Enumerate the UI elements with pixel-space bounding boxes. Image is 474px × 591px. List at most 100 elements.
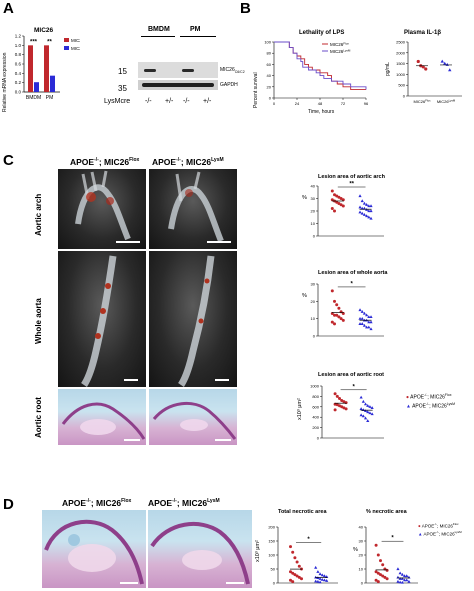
y-tick-label: 20	[267, 84, 272, 89]
chart-title: Lethality of LPS	[299, 30, 344, 36]
data-point	[385, 568, 389, 572]
data-point	[293, 573, 297, 577]
data-point	[333, 193, 336, 197]
blot-group-bmdm: BMDM	[148, 26, 170, 33]
y-tick-label: 0	[403, 94, 406, 99]
data-point	[365, 313, 369, 317]
col-header-lysm: APOE-/-; MIC26LysM	[152, 157, 224, 167]
y-tick-label: 40	[267, 73, 272, 78]
data-point	[365, 203, 369, 206]
data-point	[358, 308, 362, 312]
data-point	[379, 573, 382, 577]
y-tick-label: 80	[267, 51, 272, 56]
legend-swatch	[64, 38, 69, 42]
data-point	[333, 313, 336, 317]
data-point	[341, 318, 345, 322]
data-point	[318, 580, 322, 584]
data-point	[330, 189, 334, 193]
plot-title: Lesion area of whole aorta	[318, 270, 388, 276]
data-point	[320, 573, 324, 577]
data-point	[291, 550, 295, 554]
data-point	[396, 567, 400, 571]
y-tick-label: 0	[317, 436, 320, 441]
y-axis-label: x10³ μm²	[255, 540, 261, 562]
data-point	[325, 579, 329, 582]
data-point	[339, 203, 343, 207]
data-point	[376, 553, 380, 557]
panel-letter-c: C	[3, 152, 14, 169]
data-point	[367, 209, 371, 213]
data-point	[362, 213, 367, 216]
data-point	[361, 399, 365, 403]
legend-marker-circle-icon: ●	[406, 394, 410, 401]
y-tick-label: 1000	[310, 384, 320, 389]
data-point	[362, 311, 367, 315]
col-header-flox: APOE-/-; MIC26Flox	[70, 157, 140, 167]
y-axis-label: Relative mRNA expression	[2, 52, 8, 112]
panel-letter-d: D	[3, 496, 14, 513]
legend-lysm: ▲ APOE-/-; MIC26LysM	[406, 402, 456, 410]
data-point	[339, 317, 343, 321]
data-point	[424, 67, 428, 71]
data-point	[320, 577, 324, 581]
data-point	[369, 320, 373, 324]
data-point	[358, 316, 362, 320]
y-axis-label: %	[353, 547, 358, 553]
data-point	[338, 396, 341, 400]
data-point	[344, 401, 348, 405]
y-tick-label: 200	[312, 425, 319, 430]
blot-group-line-bmdm	[141, 36, 175, 37]
data-point	[316, 570, 320, 573]
data-point	[341, 198, 345, 202]
scale-bar	[116, 241, 140, 243]
col-header-lysm: APOE-/-; MIC26LysM	[148, 498, 220, 508]
significance-label: **	[47, 39, 52, 45]
scale-bar	[215, 439, 231, 441]
data-point	[365, 214, 369, 218]
data-point	[443, 61, 447, 65]
data-point	[358, 210, 362, 214]
plot-title: Lesion area of aortic root	[318, 372, 384, 378]
data-point	[330, 289, 334, 293]
lane-3: -/-	[183, 98, 190, 105]
lane-2: +/-	[165, 98, 174, 105]
plot-percent-necrotic: % necrotic area 0 10 20 30 40 *	[359, 509, 418, 586]
x-tick-label: BMDM	[26, 95, 41, 101]
y-tick-label: 1000	[396, 72, 406, 77]
scale-bar	[124, 379, 138, 381]
data-point	[374, 578, 378, 582]
blot-group-pm: PM	[190, 26, 201, 33]
y-axis-label: pg/mL	[385, 62, 391, 76]
y-tick-label: 0.4	[15, 71, 22, 76]
survival-line	[274, 41, 367, 90]
photo-arch-lysm	[149, 169, 237, 249]
data-point	[363, 409, 368, 413]
data-point	[289, 578, 292, 582]
data-point	[365, 325, 369, 329]
data-point	[367, 325, 371, 329]
y-axis-label: %	[302, 293, 307, 299]
y-tick-label: 0	[269, 96, 272, 101]
significance-label: *	[350, 281, 353, 287]
data-point	[333, 299, 336, 303]
data-point	[293, 556, 297, 560]
data-point	[339, 197, 343, 200]
survival-chart: Lethality of LPS 0 20 40 60 80 100 0 24 48 72 96 MI…	[264, 30, 369, 106]
y-tick-label: 500	[398, 83, 405, 88]
legend-marker-triangle-icon: ▲	[406, 403, 411, 410]
data-point	[335, 200, 339, 204]
data-point	[405, 578, 409, 582]
data-point	[337, 202, 341, 205]
y-tick-label: 50	[271, 567, 276, 572]
data-point	[295, 560, 299, 564]
data-point	[363, 402, 368, 406]
panel-letter-a: A	[3, 0, 14, 17]
scale-bar	[215, 379, 229, 381]
y-tick-label: 30	[311, 282, 316, 287]
data-point	[416, 59, 420, 64]
data-point	[381, 574, 385, 578]
data-point	[337, 306, 341, 310]
blot-mic26	[138, 62, 218, 78]
data-point	[368, 411, 372, 415]
plot-title: Lesion area of aortic arch	[318, 174, 386, 180]
